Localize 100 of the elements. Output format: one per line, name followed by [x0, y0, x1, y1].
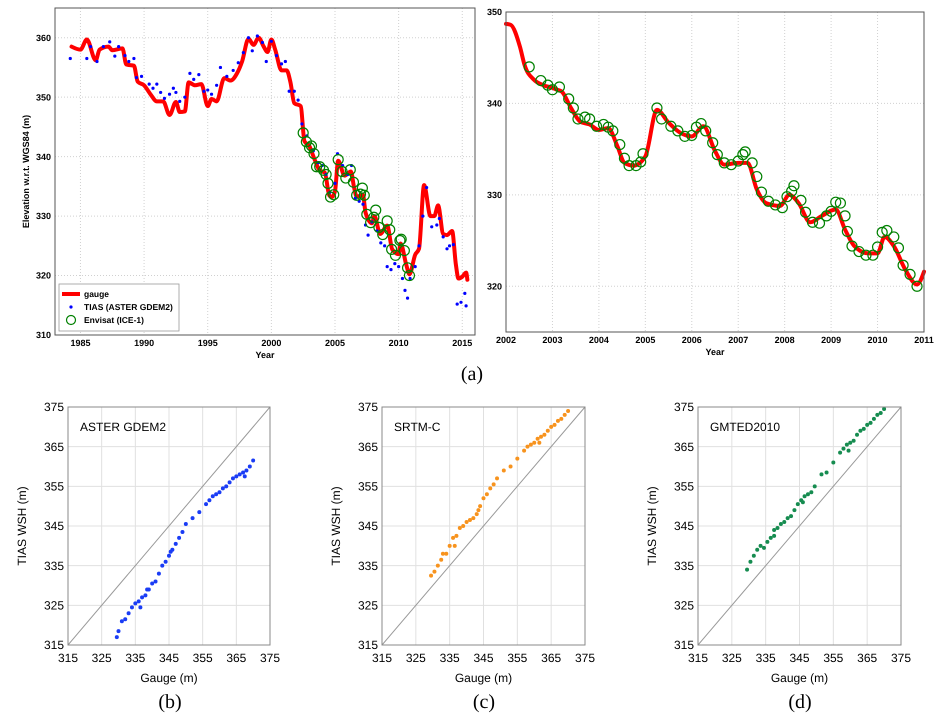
y-tick-label: 320 — [36, 270, 51, 281]
y-tick-label: 365 — [44, 440, 64, 454]
point — [314, 161, 326, 172]
x-tick-label: 2003 — [542, 335, 562, 345]
point — [160, 564, 164, 568]
point — [451, 536, 456, 540]
y-tick-label: 335 — [358, 558, 378, 573]
point — [454, 534, 458, 538]
x-tick-label: 335 — [756, 651, 776, 665]
x-tick-label: 2008 — [774, 335, 795, 345]
text: GMTED2010 — [710, 420, 780, 434]
x-tick-label: 325 — [722, 651, 742, 665]
point — [356, 182, 368, 194]
x-axis-title: Gauge (m) — [140, 671, 198, 685]
point — [492, 482, 496, 486]
point — [528, 442, 533, 447]
point — [755, 548, 760, 552]
point — [789, 514, 794, 518]
point — [242, 474, 247, 478]
y-tick-label: 365 — [358, 440, 378, 454]
point — [758, 544, 763, 548]
text: ASTER GDEM2 — [80, 420, 166, 434]
point — [190, 516, 195, 520]
point — [542, 432, 546, 437]
x-tick-label: 1985 — [70, 338, 90, 348]
x-tick-label: 355 — [507, 651, 528, 665]
y-tick-label: 315 — [358, 638, 378, 652]
x-axis-title: Year — [255, 350, 275, 360]
point — [126, 611, 131, 616]
x-tick-label: 2011 — [914, 335, 934, 345]
point — [234, 474, 238, 478]
point — [164, 560, 168, 564]
x-tick-label: 2007 — [728, 335, 748, 345]
point — [819, 472, 824, 476]
y-tick-label: 320 — [486, 281, 502, 292]
point — [150, 582, 154, 586]
point — [386, 244, 398, 255]
point — [174, 542, 178, 546]
point — [402, 262, 414, 274]
x-tick-label: 375 — [890, 651, 912, 665]
y-tick-label: 330 — [486, 190, 502, 200]
x-tick-label: 325 — [406, 651, 426, 665]
point — [495, 476, 500, 480]
y-tick-label: 345 — [358, 519, 378, 534]
point — [310, 161, 322, 172]
point — [251, 458, 256, 463]
point — [298, 127, 309, 138]
point — [471, 516, 476, 520]
x-tick-label: 365 — [857, 651, 878, 665]
point — [765, 540, 770, 544]
point — [228, 480, 232, 484]
x-tick-label: 1995 — [198, 338, 218, 348]
point — [328, 189, 340, 200]
y-tick-label: 350 — [36, 92, 51, 102]
point — [778, 522, 783, 526]
point — [351, 190, 362, 201]
x-tick-label: 2002 — [496, 335, 516, 345]
x-tick-label: 335 — [125, 651, 146, 665]
point — [559, 416, 564, 421]
point — [875, 412, 880, 417]
point — [220, 486, 225, 490]
point — [248, 464, 252, 468]
point — [404, 270, 416, 282]
point — [180, 530, 184, 534]
point — [768, 536, 773, 540]
text: (d) — [788, 691, 812, 713]
point — [476, 508, 480, 512]
point — [156, 572, 161, 576]
point — [802, 494, 807, 498]
y-tick-label: 365 — [674, 440, 694, 454]
point — [502, 468, 506, 472]
point — [556, 418, 560, 423]
legend-label: gauge — [84, 289, 110, 299]
point — [439, 558, 444, 562]
point — [238, 472, 242, 476]
point — [546, 428, 550, 433]
point — [461, 524, 466, 528]
point — [116, 629, 120, 634]
point — [848, 440, 852, 445]
y-tick-label: 350 — [486, 7, 502, 18]
text: (a) — [460, 363, 484, 385]
point — [536, 436, 540, 441]
point — [377, 228, 388, 240]
point — [167, 554, 171, 558]
point — [361, 208, 372, 220]
y-tick-label: 330 — [36, 211, 51, 222]
x-tick-label: 2000 — [261, 338, 282, 348]
point — [831, 460, 836, 465]
point — [336, 166, 348, 178]
point — [324, 191, 336, 203]
point — [373, 222, 385, 233]
point — [515, 456, 520, 461]
point — [390, 250, 402, 261]
point — [398, 244, 410, 256]
point — [782, 520, 786, 524]
x-tick-label: 315 — [688, 651, 708, 665]
point — [762, 546, 766, 550]
point — [812, 484, 817, 488]
y-tick-label: 310 — [36, 330, 51, 340]
x-tick-label: 2010 — [388, 338, 409, 348]
